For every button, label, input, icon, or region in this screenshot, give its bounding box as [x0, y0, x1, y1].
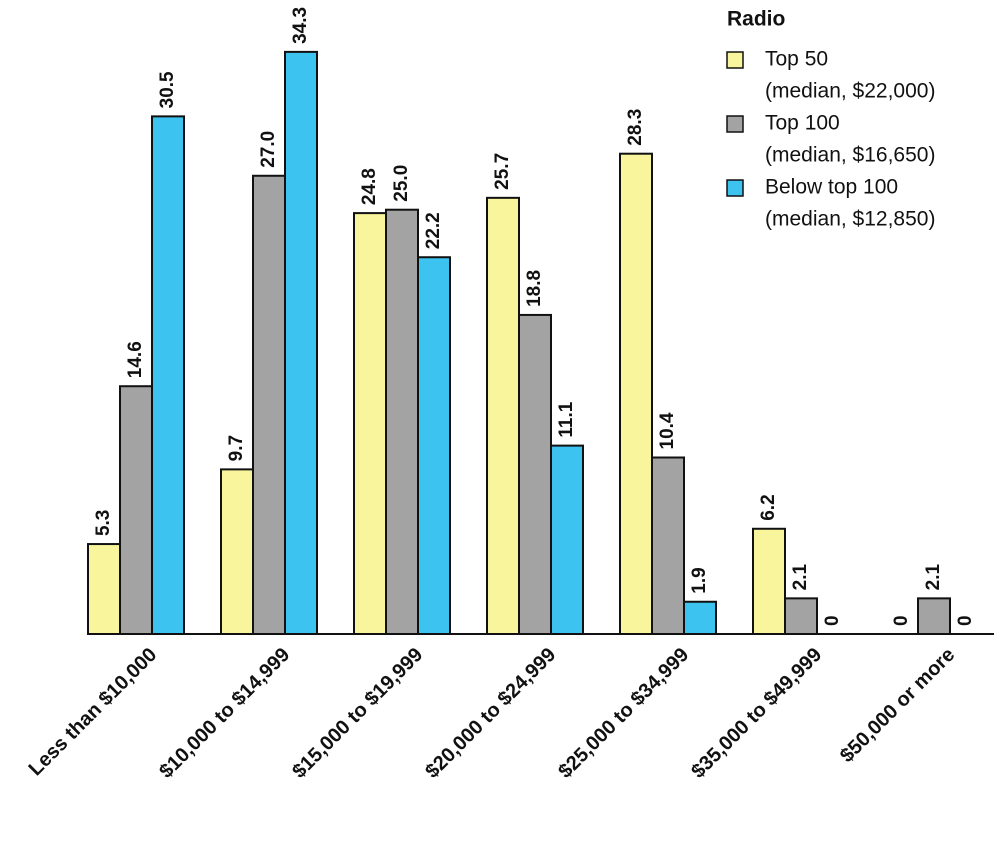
- x-tick-label: $15,000 to $19,999: [288, 644, 427, 783]
- bar: [284, 50, 318, 635]
- bar: [619, 152, 653, 636]
- legend-median: (median, $16,650): [765, 144, 935, 167]
- bar: [252, 174, 286, 635]
- bar: [119, 385, 153, 635]
- data-label: 27.0: [258, 131, 279, 168]
- legend-label: Below top 100: [765, 176, 898, 199]
- x-tick-label: Less than $10,000: [25, 644, 162, 781]
- data-label: 2.1: [790, 564, 811, 591]
- data-label: 0: [891, 615, 912, 626]
- data-label: 34.3: [290, 7, 311, 44]
- bar: [220, 468, 254, 635]
- data-label: 22.2: [423, 212, 444, 249]
- bar: [486, 196, 520, 635]
- data-label: 24.8: [359, 168, 380, 205]
- bar: [651, 456, 685, 635]
- bar: [353, 212, 387, 635]
- data-label: 9.7: [226, 435, 247, 461]
- bar: [683, 600, 717, 635]
- data-label: 28.3: [625, 109, 646, 146]
- data-label: 10.4: [657, 412, 678, 449]
- legend-median: (median, $12,850): [765, 208, 935, 231]
- bar: [151, 115, 185, 636]
- legend-swatch: [726, 115, 744, 133]
- data-label: 30.5: [157, 71, 178, 108]
- legend-label: Top 100: [765, 112, 840, 135]
- data-label: 2.1: [923, 564, 944, 591]
- data-label: 5.3: [93, 510, 114, 536]
- bar: [752, 527, 786, 636]
- bar: [417, 256, 451, 635]
- x-tick-label: $50,000 or more: [836, 644, 959, 767]
- data-label: 25.0: [391, 165, 412, 202]
- bar: [917, 597, 951, 635]
- legend-label: Top 50: [765, 48, 828, 71]
- bar: [550, 444, 584, 636]
- data-label: 0: [955, 615, 976, 626]
- data-label: 18.8: [524, 270, 545, 307]
- legend-title: Radio: [727, 8, 785, 31]
- bar: [385, 208, 419, 635]
- x-tick-label: $20,000 to $24,999: [421, 644, 560, 783]
- legend-median: (median, $22,000): [765, 80, 935, 103]
- data-label: 1.9: [689, 567, 710, 593]
- data-label: 25.7: [492, 153, 513, 190]
- data-label: 14.6: [125, 341, 146, 378]
- x-tick-label: $35,000 to $49,999: [687, 644, 826, 783]
- bar: [784, 597, 818, 635]
- legend-swatch: [726, 179, 744, 197]
- x-tick-label: $25,000 to $34,999: [554, 644, 693, 783]
- x-tick-label: $10,000 to $14,999: [155, 644, 294, 783]
- legend-swatch: [726, 51, 744, 69]
- data-label: 11.1: [556, 401, 577, 437]
- data-label: 0: [822, 615, 843, 626]
- bar: [518, 313, 552, 635]
- data-label: 6.2: [758, 494, 779, 520]
- bar: [87, 543, 121, 636]
